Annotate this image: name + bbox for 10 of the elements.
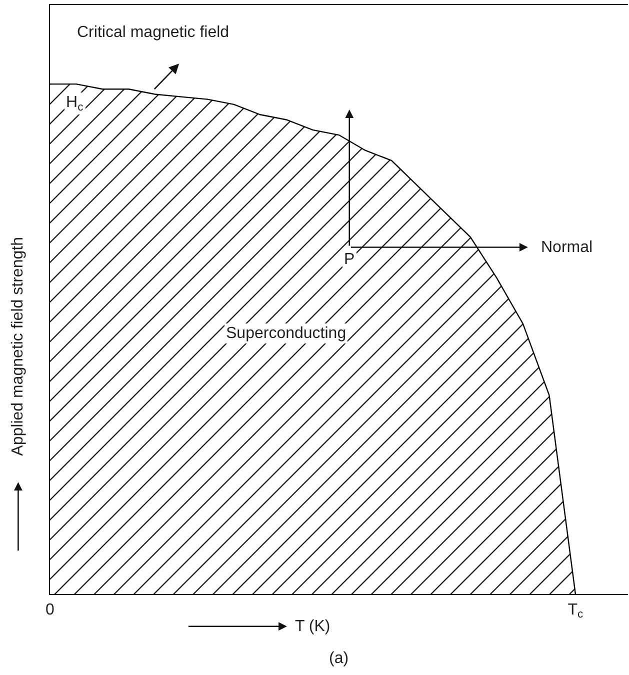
x-axis-title: T (K) [295, 618, 330, 635]
x-tick-label: 0 [46, 601, 55, 618]
text: Critical magnetic field [77, 24, 230, 41]
annotation: Superconducting [226, 325, 346, 342]
annotation: H$_{c}$ [66, 94, 84, 114]
text: (a) [329, 650, 349, 667]
y-axis-title: Applied magnetic field strength [10, 237, 27, 456]
x-tick-label: T$_{c}$ [568, 601, 584, 621]
annotation: P [344, 251, 355, 268]
annotation: Normal [541, 239, 593, 256]
